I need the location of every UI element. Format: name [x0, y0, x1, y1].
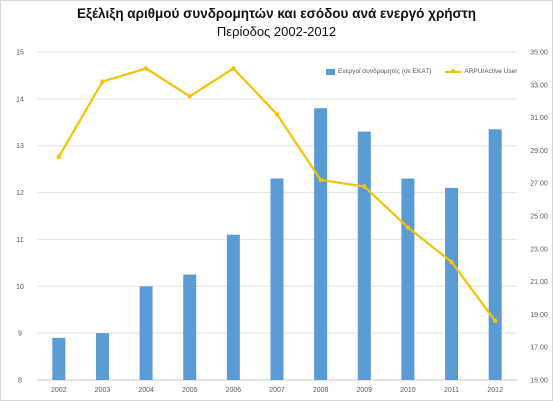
line-point — [231, 66, 236, 71]
y-left-tick-label: 11 — [16, 237, 23, 244]
x-tick-label: 2012 — [487, 387, 503, 394]
x-tick-label: 2005 — [182, 387, 198, 394]
bar — [270, 178, 284, 380]
line-point — [318, 177, 323, 183]
y-right-tick-label: 23.00 — [530, 246, 548, 253]
bar — [139, 286, 153, 380]
x-tick-label: 2008 — [313, 387, 329, 394]
y-right-tick-label: 17.00 — [530, 345, 548, 352]
y-axis-right-ticks: 15.00 17.00 19.00 21.00 23.00 25.00 27.00 29.00… — [530, 50, 548, 385]
bar — [445, 187, 459, 380]
bar — [488, 129, 502, 380]
legend-item-subscribers: Ενεργοί συνδρομητές (σε ΕΚΑΤ) — [326, 68, 431, 75]
bar — [226, 234, 240, 380]
x-tick-label: 2011 — [444, 387, 459, 394]
y-right-tick-label: 31.00 — [530, 115, 548, 122]
y-left-tick-label: 14 — [16, 96, 24, 103]
x-tick-label: 2006 — [226, 387, 242, 394]
line-point — [100, 79, 105, 84]
chart-subtitle: Περίοδος 2002-2012 — [216, 24, 337, 39]
line-point — [449, 259, 454, 265]
bar — [95, 333, 109, 380]
legend-line-swatch — [445, 68, 462, 73]
y-axis-left-ticks: 8 9 10 11 12 13 14 15 — [16, 50, 24, 385]
legend-item-arpu: ARPU/Active User — [445, 68, 517, 75]
chart-title: Εξέλιξη αριθμού συνδρομητών και εσόδου α… — [76, 6, 477, 21]
legend: Ενεργοί συνδρομητές (σε ΕΚΑΤ) ARPU/Activ… — [326, 68, 531, 75]
bar — [357, 131, 371, 380]
x-tick-label: 2004 — [138, 387, 154, 394]
line-series — [56, 66, 498, 324]
legend-label-arpu: ARPU/Active User — [464, 68, 518, 75]
legend-label-subscribers: Ενεργοί συνδρομητές (σε ΕΚΑΤ) — [338, 68, 432, 75]
bar — [52, 337, 66, 380]
line-point — [187, 94, 192, 99]
y-right-tick-label: 15.00 — [530, 378, 548, 385]
bar-series — [52, 108, 502, 380]
bar — [314, 108, 328, 380]
x-axis-ticks: 2002 2003 2004 2005 2006 2007 2008 2009 2010 2011… — [51, 387, 503, 394]
y-right-tick-label: 35.00 — [530, 50, 548, 57]
line-point — [56, 154, 62, 160]
y-left-tick-label: 13 — [16, 143, 24, 150]
x-tick-label: 2002 — [51, 387, 67, 394]
y-left-tick-label: 8 — [18, 378, 22, 385]
line-point — [492, 318, 498, 324]
y-left-tick-label: 12 — [16, 190, 24, 197]
y-left-tick-label: 15 — [16, 50, 24, 57]
line-point — [405, 225, 411, 230]
bar — [401, 178, 415, 380]
y-right-tick-label: 33.00 — [530, 82, 548, 89]
legend-bar-swatch — [326, 68, 335, 75]
x-tick-label: 2010 — [400, 387, 416, 394]
x-tick-label: 2007 — [269, 387, 285, 394]
x-tick-label: 2009 — [356, 387, 372, 394]
line-point — [143, 66, 149, 71]
y-left-tick-label: 10 — [16, 284, 24, 291]
y-left-tick-label: 9 — [18, 331, 22, 338]
y-right-tick-label: 29.00 — [530, 148, 548, 155]
y-right-tick-label: 27.00 — [530, 181, 548, 188]
x-tick-label: 2003 — [95, 387, 111, 394]
y-right-tick-label: 25.00 — [530, 214, 548, 221]
line-point — [274, 112, 280, 117]
line-point — [362, 184, 367, 189]
y-right-tick-label: 19.00 — [530, 312, 548, 319]
y-right-tick-label: 21.00 — [530, 279, 548, 286]
bar — [183, 274, 197, 380]
